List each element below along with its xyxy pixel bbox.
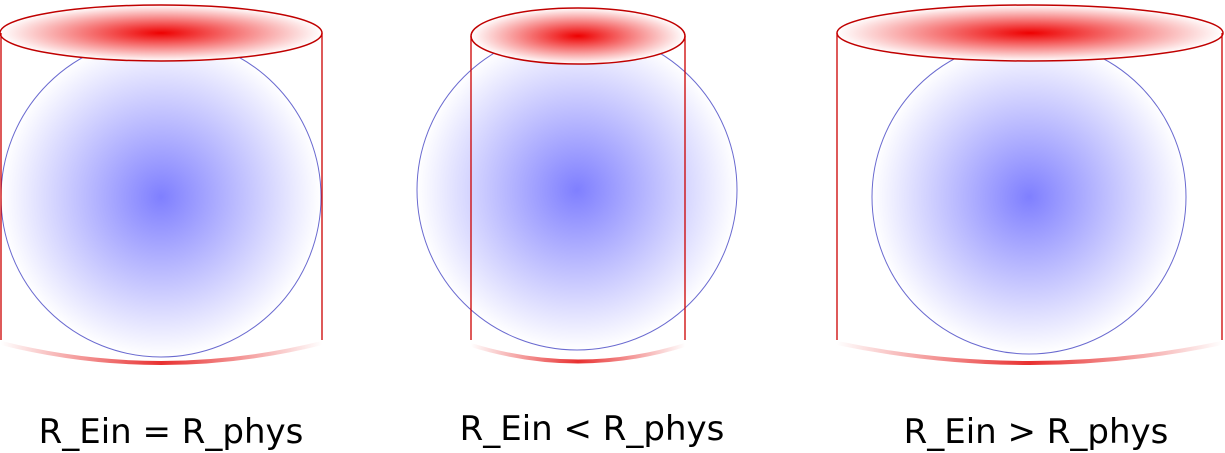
panel-caption: R_Ein < R_phys bbox=[460, 409, 725, 449]
einstein-cylinder-top-cap bbox=[470, 7, 686, 65]
panel-caption: R_Ein = R_phys bbox=[39, 412, 304, 452]
einstein-cylinder-base-arc bbox=[836, 341, 1223, 365]
einstein-cylinder-top-cap bbox=[0, 4, 323, 62]
panel-smaller: R_Ein < R_phys bbox=[416, 7, 738, 449]
einstein-cylinder-base-arc bbox=[0, 341, 323, 365]
lens-sphere bbox=[0, 36, 322, 358]
lens-sphere bbox=[416, 29, 738, 351]
einstein-cylinder-top-cap bbox=[836, 4, 1224, 62]
panel-caption: R_Ein > R_phys bbox=[904, 412, 1169, 452]
panel-larger: R_Ein > R_phys bbox=[836, 4, 1224, 452]
lens-sphere bbox=[871, 39, 1187, 355]
panel-equal: R_Ein = R_phys bbox=[0, 4, 323, 452]
einstein-cylinder-base-arc bbox=[470, 343, 686, 364]
